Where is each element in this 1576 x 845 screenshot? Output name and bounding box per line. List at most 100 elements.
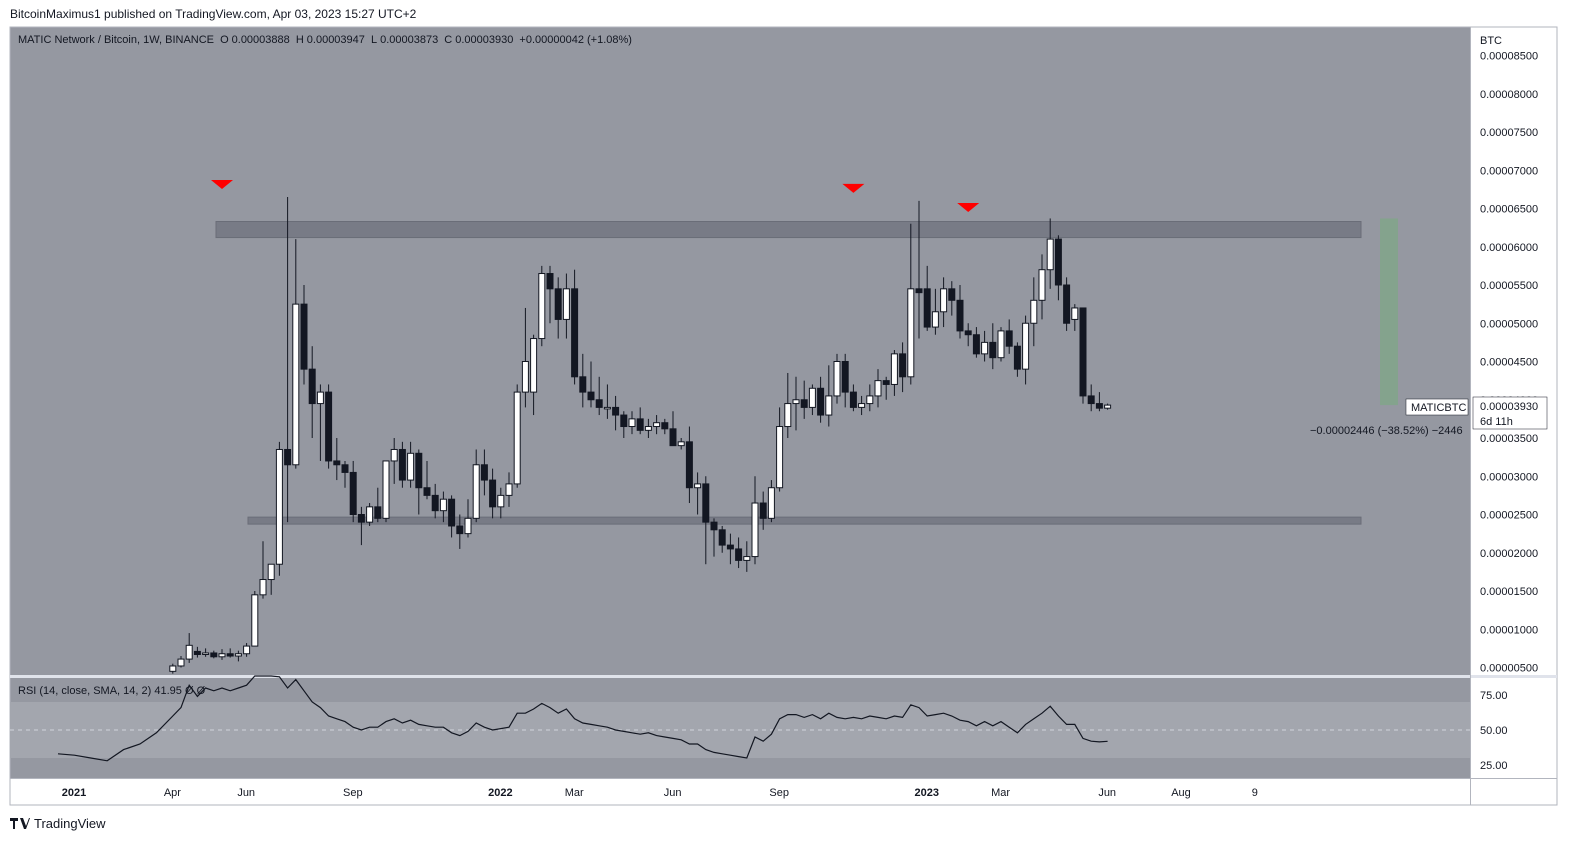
candle-body — [669, 428, 677, 447]
candle — [964, 323, 972, 347]
candle — [587, 361, 595, 408]
candle — [407, 441, 415, 488]
candle-body — [1022, 322, 1030, 370]
candle-body — [915, 288, 923, 294]
candle-body — [833, 361, 841, 397]
close-label: C — [444, 34, 453, 46]
candle-body — [423, 487, 431, 496]
candle — [226, 648, 234, 658]
price-tick-label: 0.00007000 — [1480, 165, 1538, 177]
candle-body — [817, 387, 825, 416]
candle-body — [907, 288, 915, 378]
candle — [513, 384, 521, 488]
candle — [636, 407, 644, 435]
candle-body — [415, 452, 423, 489]
candle-body — [735, 548, 743, 561]
peak-markers-layer — [211, 180, 980, 212]
rsi-label[interactable]: RSI (14, close, SMA, 14, 2) — [18, 685, 152, 697]
price-axis-unit: BTC — [1480, 35, 1502, 47]
price-tick-label: 0.00004500 — [1480, 357, 1538, 369]
candle-body — [767, 487, 775, 519]
candle — [521, 307, 529, 408]
price-tick-label: 0.00007500 — [1480, 127, 1538, 139]
peak-marker-icon — [842, 183, 865, 193]
publisher-caption: BitcoinMaximus1 published on TradingView… — [10, 7, 417, 21]
candle-body — [751, 502, 759, 558]
rsi-line — [57, 675, 1108, 762]
candle — [169, 663, 177, 674]
candle — [784, 372, 792, 438]
brand-name: TradingView — [34, 816, 106, 831]
candle-body — [677, 441, 685, 447]
candle — [940, 277, 948, 328]
candle-body — [808, 387, 816, 408]
candle — [1005, 319, 1013, 354]
candle-body — [784, 403, 792, 428]
candle — [415, 449, 423, 515]
candle-body — [612, 406, 620, 416]
price-tick-label: 0.00002000 — [1480, 548, 1538, 560]
candle — [849, 384, 857, 412]
candle — [210, 650, 218, 659]
candle-body — [981, 341, 989, 355]
candle-body — [398, 448, 406, 481]
candle-body — [562, 288, 570, 320]
candle — [767, 480, 775, 523]
candle-body — [743, 556, 751, 561]
candle — [562, 273, 570, 339]
high-value: 0.00003947 — [306, 34, 365, 46]
candle-body — [169, 665, 177, 672]
symbol-label[interactable]: MATIC Network / Bitcoin, 1W, BINANCE — [18, 34, 215, 46]
time-tick-label: Jun — [664, 787, 682, 799]
candle — [899, 342, 907, 393]
candle-body — [1046, 238, 1054, 271]
candle-body — [259, 579, 267, 596]
candle-body — [882, 380, 890, 385]
candle — [234, 650, 242, 662]
price-tick-label: 0.00003500 — [1480, 433, 1538, 445]
candle — [1030, 277, 1038, 347]
candle-body — [800, 399, 808, 408]
rsi-extra-1: Ø — [184, 685, 194, 697]
candle-body — [292, 303, 300, 466]
tradingview-brand[interactable]: TradingView — [10, 816, 106, 831]
candle-body — [489, 479, 497, 508]
time-tick-label: Jun — [237, 787, 255, 799]
candle — [718, 525, 726, 553]
candle — [931, 288, 939, 335]
candle-body — [603, 406, 611, 410]
candle-body — [694, 483, 702, 489]
candle-body — [587, 391, 595, 401]
candle-body — [874, 380, 882, 397]
candle-body — [300, 303, 308, 370]
ticker-tag-box — [1405, 398, 1469, 416]
candle — [185, 633, 193, 663]
price-tick-label: 0.00002500 — [1480, 510, 1538, 522]
price-tick-label: 0.00001000 — [1480, 624, 1538, 636]
open-value: 0.00003888 — [231, 34, 290, 46]
candle-body — [407, 452, 415, 481]
candle — [267, 563, 275, 595]
candle-body — [177, 658, 185, 667]
rsi-tick-label: 25.00 — [1480, 760, 1508, 772]
candle-body — [792, 399, 800, 405]
candle-body — [382, 460, 390, 519]
rsi-extra-2: Ø — [196, 685, 206, 697]
candle-body — [497, 494, 505, 508]
candle — [1038, 254, 1046, 320]
rsi-tick-label: 50.00 — [1480, 725, 1508, 737]
candle — [366, 503, 374, 526]
candle-body — [546, 273, 554, 290]
candle — [694, 472, 702, 515]
time-tick-label: 2021 — [62, 787, 86, 799]
support-resistance-layer — [215, 221, 1362, 525]
close-value: 0.00003930 — [455, 34, 514, 46]
candle-body — [1030, 299, 1038, 324]
candle — [776, 407, 784, 492]
candle-body — [202, 652, 210, 655]
candle — [308, 346, 316, 438]
last-price-box — [1472, 396, 1548, 430]
candle-body — [521, 361, 529, 393]
